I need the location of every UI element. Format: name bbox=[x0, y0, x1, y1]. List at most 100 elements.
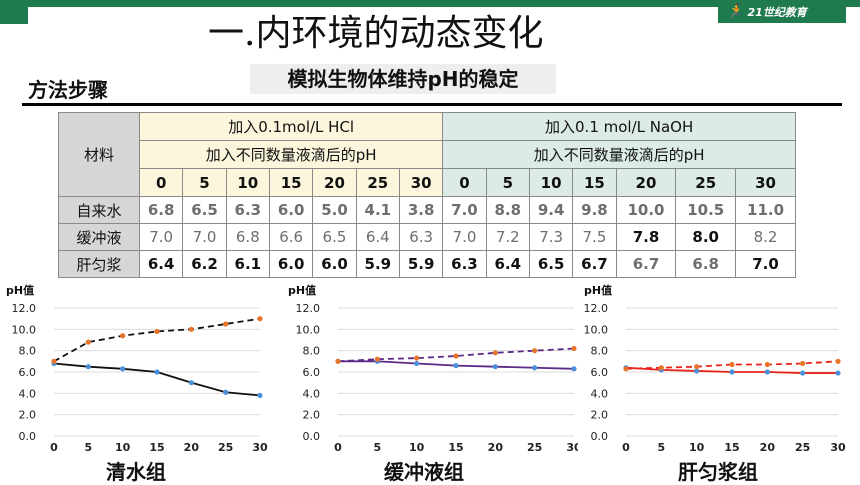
x-tick-label: 25 bbox=[527, 441, 542, 454]
ph-value: 6.5 bbox=[528, 250, 574, 278]
ph-value: 6.0 bbox=[268, 196, 314, 224]
logo-text: 21世纪教育 bbox=[747, 6, 807, 19]
ph-value: 7.0 bbox=[442, 196, 487, 224]
x-tick-label: 5 bbox=[85, 441, 93, 454]
y-tick-label: 10.0 bbox=[584, 323, 609, 336]
x-tick-label: 0 bbox=[50, 441, 58, 454]
ph-value: 6.8 bbox=[225, 223, 270, 251]
ph-value: 6.6 bbox=[268, 223, 314, 251]
y-tick-label: 6.0 bbox=[591, 366, 609, 379]
data-point bbox=[532, 365, 538, 371]
ph-value: 8.0 bbox=[675, 223, 737, 251]
x-tick-label: 30 bbox=[830, 441, 846, 454]
x-tick-label: 15 bbox=[149, 441, 164, 454]
table-row: 自来水 6.8 6.5 6.3 6.0 5.0 4.1 3.8 7.0 8.8 … bbox=[58, 196, 796, 224]
x-tick-label: 0 bbox=[334, 441, 342, 454]
x-tick-label: 5 bbox=[658, 441, 666, 454]
drop-count: 30 bbox=[398, 168, 444, 197]
drop-count: 5 bbox=[485, 168, 530, 197]
data-point bbox=[374, 356, 380, 362]
ph-value: 7.0 bbox=[442, 223, 487, 251]
x-tick-label: 25 bbox=[218, 441, 233, 454]
data-point bbox=[51, 358, 57, 364]
data-point bbox=[257, 392, 263, 399]
y-tick-label: 2.0 bbox=[303, 409, 321, 422]
drop-count: 15 bbox=[572, 168, 617, 197]
ph-value: 10.5 bbox=[675, 196, 737, 224]
page-title: 一.内环境的动态变化 bbox=[208, 13, 544, 54]
drop-count: 5 bbox=[182, 168, 227, 197]
ph-value: 7.8 bbox=[615, 223, 677, 251]
y-tick-label: 10.0 bbox=[296, 323, 321, 336]
data-point bbox=[694, 364, 700, 370]
data-point bbox=[800, 360, 806, 367]
data-point bbox=[835, 358, 841, 364]
ph-value: 7.0 bbox=[735, 250, 796, 278]
y-tick-label: 10.0 bbox=[12, 323, 37, 336]
ph-value: 6.3 bbox=[398, 223, 444, 251]
drop-count: 15 bbox=[268, 168, 314, 197]
chart-buffer: pH值 0.0 2.0 4.0 6.0 8.0 10.0 12.0 0 5 10 15 20 25 30 bbox=[288, 283, 578, 454]
data-point bbox=[571, 345, 577, 352]
y-tick-label: 12.0 bbox=[296, 302, 321, 315]
data-point bbox=[188, 380, 194, 386]
x-tick-label: 15 bbox=[448, 441, 463, 454]
ph-value: 5.0 bbox=[312, 196, 357, 224]
naoh-header: 加入0.1 mol/L NaOH bbox=[442, 112, 796, 141]
x-tick-label: 20 bbox=[184, 441, 200, 454]
data-point bbox=[257, 316, 263, 322]
brand-logo: 🏃 21世纪教育 bbox=[718, 1, 846, 23]
y-tick-label: 0.0 bbox=[303, 430, 321, 443]
x-tick-label: 10 bbox=[115, 441, 131, 454]
ph-value: 6.7 bbox=[615, 250, 677, 278]
section-label: 方法步骤 bbox=[28, 78, 108, 102]
ph-value: 6.8 bbox=[138, 196, 184, 224]
table-row: 肝匀浆 6.4 6.2 6.1 6.0 6.0 5.9 5.9 6.3 6.4 … bbox=[58, 250, 796, 278]
x-tick-label: 30 bbox=[566, 441, 578, 454]
x-tick-label: 20 bbox=[760, 441, 776, 454]
row-label-liver: 肝匀浆 bbox=[58, 250, 140, 278]
x-tick-label: 10 bbox=[409, 441, 425, 454]
corner-accent bbox=[0, 0, 28, 24]
drop-count: 25 bbox=[675, 168, 737, 197]
ph-value: 4.1 bbox=[355, 196, 400, 224]
ph-value: 9.8 bbox=[572, 196, 617, 224]
data-point bbox=[764, 361, 770, 368]
ph-value: 7.5 bbox=[572, 223, 617, 251]
y-axis-label: pH值 bbox=[288, 283, 316, 297]
y-tick-label: 8.0 bbox=[591, 345, 609, 358]
drop-count: 0 bbox=[442, 168, 487, 197]
x-tick-label: 25 bbox=[795, 441, 810, 454]
series-line-hcl bbox=[53, 362, 261, 397]
drop-count: 25 bbox=[355, 168, 400, 197]
drop-count: 10 bbox=[225, 168, 270, 197]
section-divider bbox=[22, 103, 842, 106]
material-header: 材料 bbox=[58, 112, 140, 197]
ph-value: 7.0 bbox=[182, 223, 227, 251]
ph-value: 7.0 bbox=[138, 223, 184, 251]
ph-value: 5.9 bbox=[355, 250, 400, 278]
ph-value: 6.4 bbox=[355, 223, 400, 251]
y-tick-label: 6.0 bbox=[19, 366, 37, 379]
ph-value: 7.2 bbox=[485, 223, 530, 251]
ph-value: 6.4 bbox=[485, 250, 530, 278]
drop-count: 0 bbox=[138, 168, 184, 197]
table-subheader-row: 加入不同数量液滴后的pH 加入不同数量液滴后的pH bbox=[59, 140, 796, 169]
x-tick-label: 10 bbox=[689, 441, 705, 454]
ph-value: 6.0 bbox=[268, 250, 314, 278]
chart-title-liver: 肝匀浆组 bbox=[678, 460, 758, 484]
ph-value: 5.9 bbox=[398, 250, 444, 278]
ph-value: 10.0 bbox=[615, 196, 677, 224]
data-point bbox=[414, 355, 420, 361]
y-tick-label: 0.0 bbox=[19, 430, 37, 443]
x-tick-label: 0 bbox=[622, 441, 630, 454]
data-point bbox=[414, 360, 420, 367]
data-point bbox=[729, 369, 735, 375]
y-tick-label: 0.0 bbox=[591, 430, 609, 443]
drop-count-row: 0 5 10 15 20 25 30 0 5 10 15 20 25 30 bbox=[59, 168, 796, 197]
drop-count: 10 bbox=[528, 168, 574, 197]
ph-value: 7.3 bbox=[528, 223, 574, 251]
y-tick-label: 12.0 bbox=[584, 302, 609, 315]
data-point bbox=[188, 326, 194, 332]
ph-value: 6.4 bbox=[138, 250, 184, 278]
